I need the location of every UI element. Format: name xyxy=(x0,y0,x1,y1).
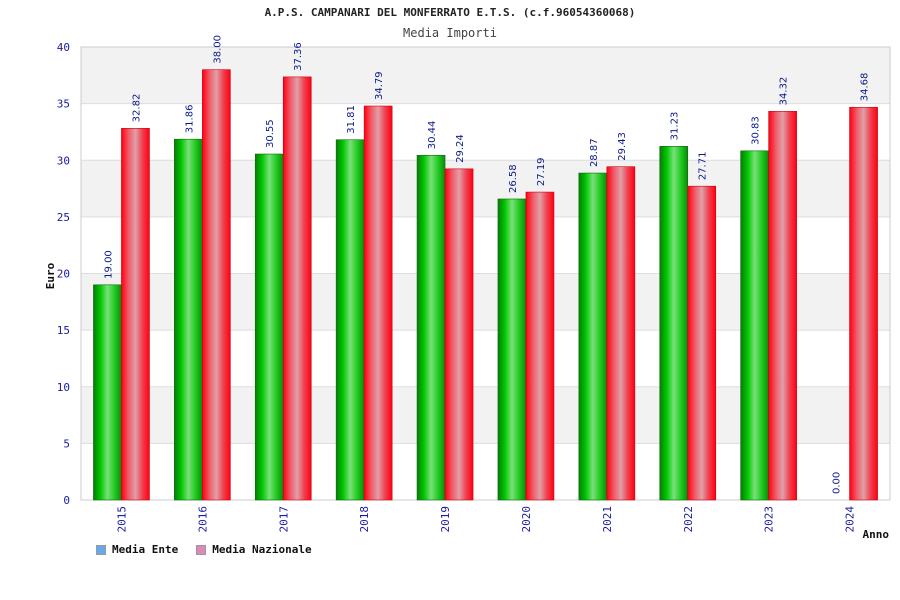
chart-subtitle: Media Importi xyxy=(403,26,497,40)
bar-media-ente xyxy=(93,284,122,501)
data-label: 32.82 xyxy=(131,94,142,123)
x-axis: 2015 2016 2017 2018 2019 2020 2021 2022 2023 2024… xyxy=(115,506,889,541)
x-tick-label: 2017 xyxy=(277,506,290,533)
y-tick-label: 40 xyxy=(57,41,70,54)
x-tick-label: 2024 xyxy=(844,506,857,533)
data-label: 27.19 xyxy=(536,157,547,186)
data-label: 34.68 xyxy=(860,73,871,102)
x-tick-label: 2022 xyxy=(682,506,695,533)
x-tick-label: 2021 xyxy=(601,506,614,533)
y-tick-label: 5 xyxy=(63,437,70,450)
data-label: 30.83 xyxy=(751,116,762,145)
bar-media-nazionale xyxy=(687,185,717,501)
data-label: 28.87 xyxy=(589,138,600,167)
x-tick-label: 2020 xyxy=(520,506,533,533)
y-tick-label: 30 xyxy=(57,154,70,167)
data-label: 0.00 xyxy=(832,472,843,494)
plot-frame xyxy=(80,46,891,501)
y-tick-label: 20 xyxy=(57,268,70,281)
data-label: 26.58 xyxy=(508,164,519,193)
bar-media-ente xyxy=(335,139,365,501)
legend-item-media-nazionale: Media Nazionale xyxy=(196,543,312,556)
bar-media-ente xyxy=(578,172,608,501)
data-label: 29.43 xyxy=(617,132,628,161)
data-label: 31.23 xyxy=(670,112,681,141)
y-tick-label: 15 xyxy=(57,324,70,337)
data-label: 31.86 xyxy=(184,105,195,134)
legend-item-media-ente: Media Ente xyxy=(96,543,178,556)
x-tick-label: 2016 xyxy=(196,506,209,533)
bar-media-ente xyxy=(497,198,527,501)
data-label: 37.36 xyxy=(293,42,304,71)
bar-media-nazionale xyxy=(282,76,312,501)
y-tick-label: 35 xyxy=(57,98,70,111)
data-label: 29.24 xyxy=(455,134,466,163)
data-label: 31.81 xyxy=(346,105,357,134)
data-label: 30.44 xyxy=(427,121,438,150)
bar-media-ente xyxy=(659,146,689,501)
bar-media-ente xyxy=(254,153,284,501)
legend: Media Ente Media Nazionale xyxy=(96,543,312,556)
y-tick-label: 10 xyxy=(57,381,70,394)
x-axis-title: Anno xyxy=(863,528,890,541)
x-tick-label: 2019 xyxy=(439,506,452,533)
bar-media-nazionale xyxy=(849,106,878,501)
y-axis: 0 5 10 15 20 25 30 35 40 Euro xyxy=(44,41,70,507)
bar-media-nazionale xyxy=(363,105,393,501)
data-label: 27.71 xyxy=(698,152,709,181)
data-label: 34.79 xyxy=(374,71,385,100)
bar-media-nazionale xyxy=(202,69,231,501)
bar-media-ente xyxy=(740,150,769,501)
y-tick-label: 25 xyxy=(57,211,70,224)
value-labels: 19.00 32.82 31.86 38.00 30.55 37.36 31.81 34.79… xyxy=(103,35,870,494)
bar-media-nazionale xyxy=(444,168,474,501)
data-label: 30.55 xyxy=(265,119,276,148)
legend-label-media-nazionale: Media Nazionale xyxy=(212,543,312,556)
y-tick-label: 0 xyxy=(63,494,70,507)
bar-media-nazionale xyxy=(768,111,797,501)
data-label: 19.00 xyxy=(103,250,114,279)
x-tick-label: 2023 xyxy=(763,506,776,533)
legend-swatch-media-ente xyxy=(96,544,106,555)
bar-media-nazionale xyxy=(525,191,555,501)
y-axis-title: Euro xyxy=(44,262,57,289)
x-tick-label: 2018 xyxy=(358,506,371,533)
legend-swatch-media-nazionale xyxy=(196,544,207,555)
legend-label-media-ente: Media Ente xyxy=(112,543,179,556)
bar-media-ente xyxy=(174,138,203,501)
bar-media-nazionale xyxy=(606,166,636,501)
chart-title: A.P.S. CAMPANARI DEL MONFERRATO E.T.S. (… xyxy=(264,6,636,19)
bars xyxy=(93,69,878,501)
data-label: 34.32 xyxy=(779,77,790,106)
bar-media-nazionale xyxy=(121,128,150,501)
x-tick-label: 2015 xyxy=(115,506,128,533)
data-label: 38.00 xyxy=(212,35,223,64)
bar-media-ente xyxy=(416,154,446,501)
